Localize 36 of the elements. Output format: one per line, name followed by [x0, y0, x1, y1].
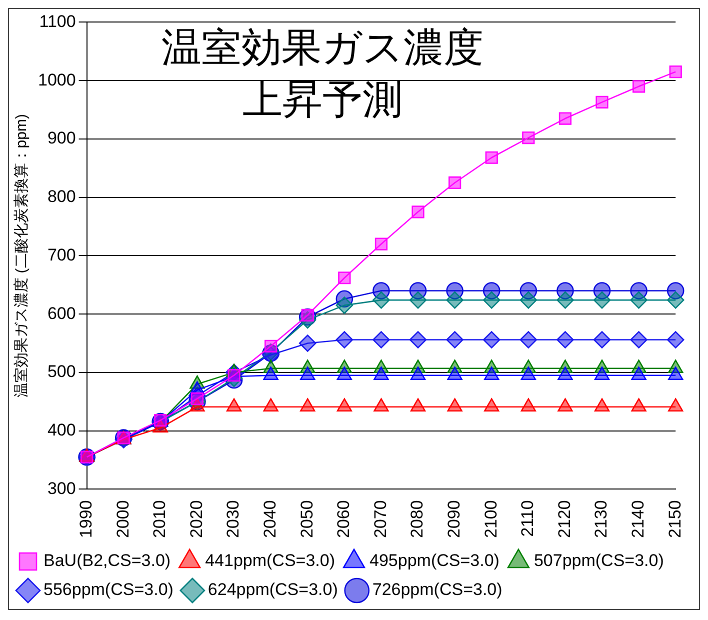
legend-label: 556ppm(CS=3.0) [44, 580, 174, 600]
text: 上昇予測 [242, 78, 402, 122]
x-tick-label: 2030 [224, 500, 243, 538]
x-tick-label: 2040 [260, 500, 280, 538]
x-tick-label: 2080 [408, 500, 427, 538]
x-tick-label: 2020 [186, 500, 206, 538]
y-tick-label: 800 [47, 187, 76, 206]
y-tick-label: 500 [47, 362, 76, 382]
x-tick-label: 2060 [334, 500, 354, 538]
legend-label: 495ppm(CS=3.0) [370, 551, 500, 570]
y-tick-label: 1000 [38, 70, 76, 90]
x-tick-label: 2120 [554, 500, 574, 538]
x-tick-label: 2100 [481, 500, 500, 538]
x-tick-label: 2130 [592, 500, 611, 538]
y-tick-label: 400 [47, 420, 76, 440]
x-tick-label: 2010 [150, 500, 170, 538]
y-tick-label: 1100 [39, 12, 76, 31]
y-tick-label: 900 [47, 128, 76, 148]
legend-label: 726ppm(CS=3.0) [372, 580, 502, 600]
x-tick-label: 2110 [518, 500, 538, 537]
x-tick-label: 2140 [628, 500, 648, 538]
legend-label: BaU(B2,CS=3.0) [44, 551, 171, 570]
legend-label: 507ppm(CS=3.0) [534, 551, 664, 570]
x-tick-label: 2150 [665, 500, 684, 538]
x-tick-label: 2070 [370, 500, 390, 538]
x-tick-label: 2000 [113, 500, 132, 538]
chart-title: 温室効果ガス濃度 [161, 26, 484, 70]
x-tick-label: 2050 [297, 500, 316, 538]
y-tick-label: 300 [47, 478, 76, 498]
y-tick-label: 700 [47, 245, 76, 264]
legend-label: 624ppm(CS=3.0) [208, 580, 338, 600]
legend-label: 441ppm(CS=3.0) [205, 551, 336, 570]
y-axis-title: 温室効果ガス濃度 (二酸化炭素換算：ppm) [13, 114, 30, 398]
y-tick-label: 600 [47, 304, 76, 323]
x-tick-label: 2090 [444, 500, 464, 538]
x-tick-label: 1990 [76, 500, 96, 538]
